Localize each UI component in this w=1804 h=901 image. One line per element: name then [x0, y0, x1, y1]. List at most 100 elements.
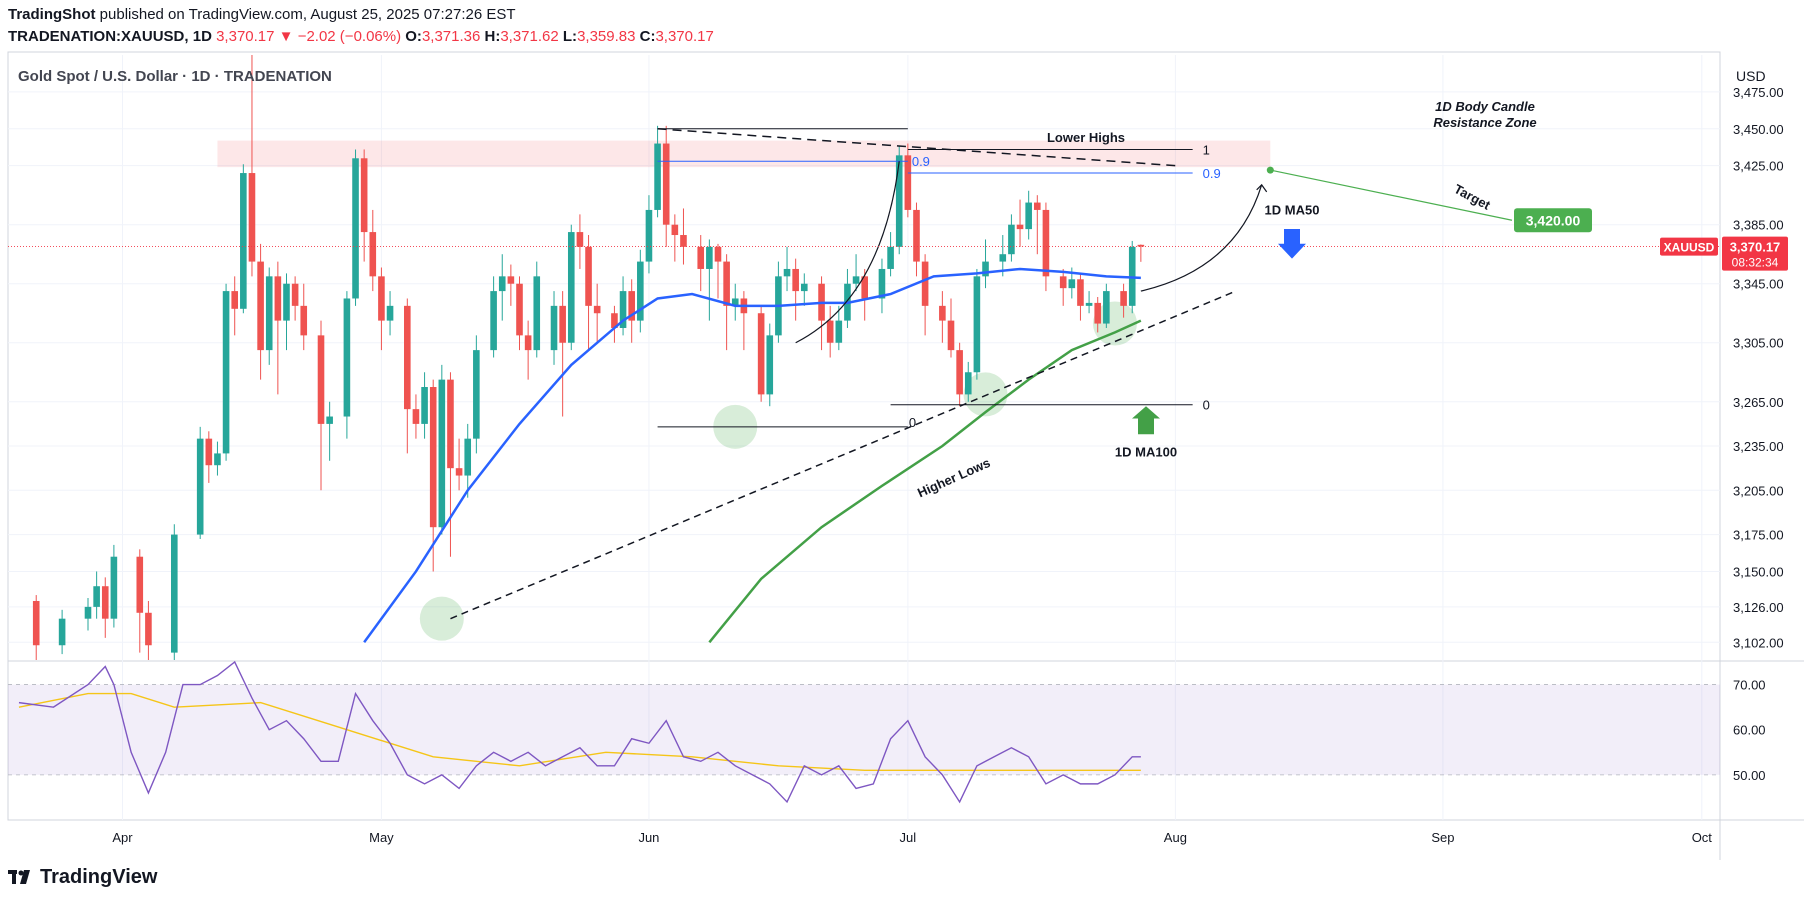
candle-body	[611, 313, 618, 328]
candle-body	[999, 254, 1007, 262]
candle-body	[231, 291, 239, 309]
candle-body	[421, 387, 428, 424]
candle-body	[1068, 279, 1076, 289]
price-tick-label: 3,265.00	[1733, 395, 1784, 410]
candle-body	[283, 283, 290, 321]
candle-body	[1059, 276, 1067, 289]
drawings-underlay	[217, 140, 1271, 641]
candle-body	[516, 283, 523, 336]
high-label: H:	[484, 28, 501, 45]
time-tick-label: Jun	[638, 830, 659, 845]
candle-body	[369, 232, 377, 277]
low-marker-circle	[963, 372, 1008, 417]
projection-curve-past	[795, 161, 900, 344]
bar-countdown: 08:32:34	[1732, 256, 1779, 270]
last-price-tag-bg	[1722, 236, 1788, 271]
ma100-line	[708, 319, 1142, 644]
candle-body	[300, 305, 308, 336]
rsi-line	[18, 660, 1141, 804]
candle-body	[1120, 291, 1127, 306]
candle-body	[662, 143, 670, 225]
candle-body	[343, 298, 351, 417]
last-price: 3,370.17	[216, 28, 275, 45]
fib1-label-09: 0.9	[912, 154, 930, 169]
price-tick-label: 3,205.00	[1733, 483, 1784, 498]
open-value: 3,371.36	[421, 28, 481, 45]
candle-body	[792, 268, 799, 292]
close-label: C:	[639, 28, 656, 45]
candle-body	[429, 387, 437, 528]
resistance-label-line1: 1D Body Candle	[1435, 99, 1535, 114]
candle-body	[101, 586, 109, 619]
price-axis[interactable]: 3,102.00 3,126.00 3,150.00 3,175.00 3,205.00…	[8, 85, 1788, 783]
candle-body	[921, 261, 929, 306]
drawings: 0.9 0 1 0.9 0	[363, 128, 1513, 644]
candle-body	[257, 261, 264, 351]
low-value: 3,359.83	[577, 28, 636, 45]
candle-body	[1016, 224, 1024, 230]
rsi-tick-label: 60.00	[1733, 723, 1766, 738]
candle-body	[205, 438, 213, 466]
candle-body	[645, 209, 653, 262]
fib2-label-0: 0	[1203, 398, 1210, 413]
time-tick-label: Aug	[1164, 830, 1187, 845]
price-change: −2.02 (−0.06%)	[297, 28, 402, 45]
candle-body	[490, 291, 497, 351]
candle-body	[507, 276, 515, 284]
candle-body	[585, 246, 592, 306]
candle-body	[1094, 302, 1102, 324]
candle-body	[637, 261, 644, 321]
candle-body	[386, 305, 394, 321]
candle-body	[973, 276, 981, 373]
candle-body	[567, 232, 575, 343]
candle-body	[404, 305, 411, 410]
candle-body	[265, 276, 273, 351]
candle-body	[878, 268, 886, 299]
candle-body	[1077, 279, 1084, 306]
footer-brand: TradingView	[40, 866, 158, 888]
lower-highs-label: Lower Highs	[1047, 130, 1125, 145]
candle-body	[1034, 202, 1041, 210]
last-price-tag: 3,370.17	[1730, 240, 1781, 255]
resistance-label-line2: Resistance Zone	[1433, 115, 1536, 130]
rsi-pane	[8, 660, 1720, 804]
candle-body	[360, 158, 368, 233]
interval-label: 1D	[192, 28, 212, 45]
currency-label[interactable]: USD	[1736, 68, 1766, 84]
candle-body	[1085, 302, 1093, 306]
candle-body	[766, 335, 774, 395]
candle-body	[58, 618, 66, 646]
price-tick-label: 3,345.00	[1733, 277, 1784, 292]
candle-body	[438, 379, 446, 528]
ma50-label: 1D MA50	[1265, 202, 1320, 217]
legend-title: Gold Spot / U.S. Dollar · 1D · TRADENATI…	[18, 68, 332, 85]
low-marker-circle	[419, 596, 464, 641]
price-chart[interactable]: 0.9 0 1 0.9 0 3,102.00 3,126.00 3,150.00 3,175.…	[0, 0, 1804, 860]
candle-body	[939, 305, 946, 321]
candle-body	[852, 276, 860, 284]
price-tick-label: 3,102.00	[1733, 635, 1784, 650]
candle-body	[171, 534, 178, 653]
candle-body	[731, 298, 739, 306]
candle-body	[352, 158, 359, 299]
candle-body	[196, 438, 204, 535]
time-axis[interactable]: Apr May Jun Jul Aug Sep Oct	[112, 830, 1712, 845]
candle-body	[274, 276, 282, 321]
price-tick-label: 3,235.00	[1733, 439, 1784, 454]
lower-highs-trendline	[657, 128, 1176, 167]
target-badge	[1514, 208, 1592, 233]
candle-body	[835, 320, 843, 343]
publisher-name[interactable]: TradingShot	[8, 6, 96, 23]
candle-body	[291, 283, 299, 306]
candle-body	[145, 612, 152, 646]
candle-body	[680, 235, 687, 247]
candle-body	[619, 291, 627, 328]
candle-body	[1103, 291, 1110, 324]
tradingview-logo[interactable]: TradingView	[8, 866, 157, 889]
candle-body	[895, 155, 903, 247]
projection-arrowhead	[1256, 183, 1268, 193]
candle-body	[550, 305, 558, 351]
resistance-zone	[217, 140, 1271, 168]
target-value: 3,420.00	[1526, 212, 1581, 228]
symbol-name: TRADENATION:XAUUSD	[8, 28, 185, 45]
